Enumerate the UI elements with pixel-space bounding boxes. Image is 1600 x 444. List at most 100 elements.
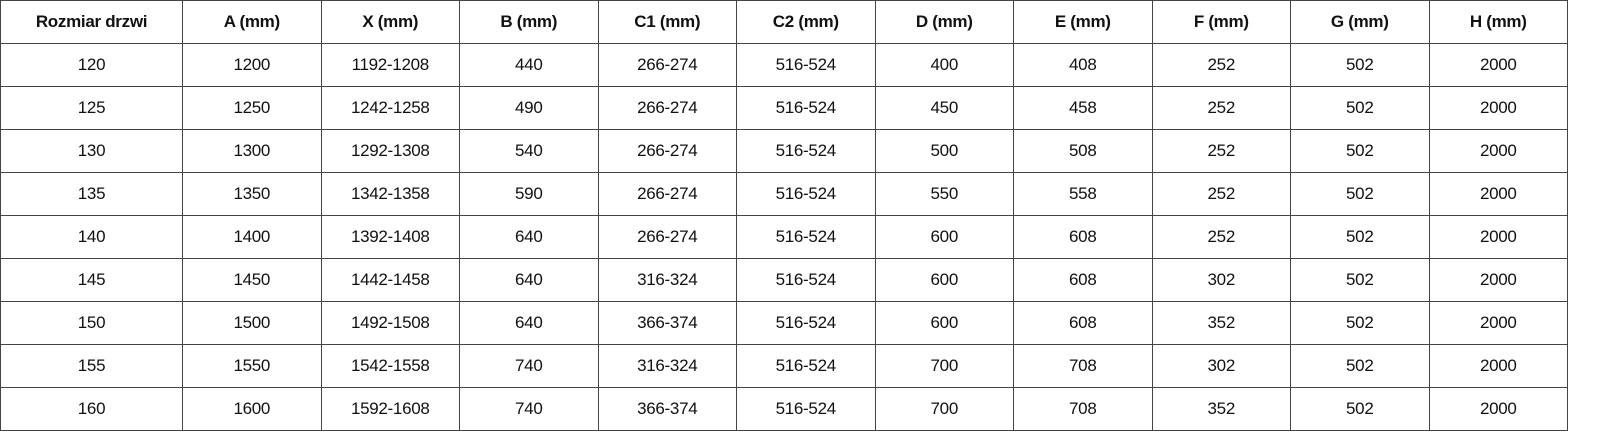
table-cell: 2000 <box>1428 258 1568 302</box>
table-row: 150 1500 1492-1508 640 366-374 516-524 600 608 3… <box>0 301 1568 345</box>
table-body: 120 1200 1192-1208 440 266-274 516-524 400 408 2… <box>0 43 1568 431</box>
table-cell: 1250 <box>182 86 322 130</box>
table-cell: 130 <box>0 129 183 173</box>
table-cell: 266-274 <box>597 86 737 130</box>
table-row: 135 1350 1342-1358 590 266-274 516-524 550 558 2… <box>0 172 1568 216</box>
table-cell: 516-524 <box>736 129 876 173</box>
table-cell: 640 <box>459 301 599 345</box>
table-cell: 590 <box>459 172 599 216</box>
table-cell: 252 <box>1151 172 1291 216</box>
table-cell: 516-524 <box>736 258 876 302</box>
table-cell: 502 <box>1290 86 1430 130</box>
table-cell: 252 <box>1151 43 1291 87</box>
table-row: 160 1600 1592-1608 740 366-374 516-524 700 708 3… <box>0 387 1568 431</box>
header-row: Rozmiar drzwi A (mm) X (mm) B (mm) C1 (mm) C2… <box>0 0 1568 44</box>
table-cell: 516-524 <box>736 86 876 130</box>
table-cell: 1300 <box>182 129 322 173</box>
table-cell: 740 <box>459 344 599 388</box>
table-cell: 252 <box>1151 215 1291 259</box>
table-cell: 516-524 <box>736 172 876 216</box>
table-cell: 2000 <box>1428 43 1568 87</box>
table-cell: 502 <box>1290 215 1430 259</box>
table-cell: 125 <box>0 86 183 130</box>
table-cell: 302 <box>1151 258 1291 302</box>
column-header: D (mm) <box>874 0 1014 44</box>
table-cell: 508 <box>1013 129 1153 173</box>
table-cell: 502 <box>1290 387 1430 431</box>
table-cell: 366-374 <box>597 387 737 431</box>
table-cell: 1342-1358 <box>320 172 460 216</box>
table-cell: 640 <box>459 215 599 259</box>
table-cell: 1350 <box>182 172 322 216</box>
table-cell: 252 <box>1151 129 1291 173</box>
table-cell: 1392-1408 <box>320 215 460 259</box>
table-cell: 1242-1258 <box>320 86 460 130</box>
table-cell: 608 <box>1013 215 1153 259</box>
door-size-table: Rozmiar drzwi A (mm) X (mm) B (mm) C1 (mm) C2… <box>0 0 1568 431</box>
table-cell: 558 <box>1013 172 1153 216</box>
table-cell: 2000 <box>1428 129 1568 173</box>
table-cell: 540 <box>459 129 599 173</box>
column-header: Rozmiar drzwi <box>0 0 183 44</box>
table-cell: 502 <box>1290 301 1430 345</box>
table-cell: 1200 <box>182 43 322 87</box>
table-cell: 700 <box>874 387 1014 431</box>
table-cell: 2000 <box>1428 301 1568 345</box>
table-cell: 600 <box>874 258 1014 302</box>
table-cell: 1600 <box>182 387 322 431</box>
table-cell: 516-524 <box>736 301 876 345</box>
table-cell: 502 <box>1290 172 1430 216</box>
table-cell: 500 <box>874 129 1014 173</box>
table-cell: 400 <box>874 43 1014 87</box>
column-header: G (mm) <box>1290 0 1430 44</box>
table-cell: 608 <box>1013 258 1153 302</box>
table-cell: 440 <box>459 43 599 87</box>
table-cell: 1542-1558 <box>320 344 460 388</box>
table-cell: 302 <box>1151 344 1291 388</box>
table-row: 130 1300 1292-1308 540 266-274 516-524 500 508 2… <box>0 129 1568 173</box>
table-cell: 408 <box>1013 43 1153 87</box>
table-cell: 1192-1208 <box>320 43 460 87</box>
table-cell: 516-524 <box>736 43 876 87</box>
table-cell: 1400 <box>182 215 322 259</box>
table-cell: 252 <box>1151 86 1291 130</box>
column-header: H (mm) <box>1428 0 1568 44</box>
table-cell: 450 <box>874 86 1014 130</box>
table-row: 145 1450 1442-1458 640 316-324 516-524 600 608 3… <box>0 258 1568 302</box>
table-cell: 352 <box>1151 387 1291 431</box>
table-cell: 160 <box>0 387 183 431</box>
table-cell: 1450 <box>182 258 322 302</box>
table-cell: 316-324 <box>597 344 737 388</box>
table-cell: 2000 <box>1428 215 1568 259</box>
column-header: C1 (mm) <box>597 0 737 44</box>
table-cell: 2000 <box>1428 387 1568 431</box>
table-row: 140 1400 1392-1408 640 266-274 516-524 600 608 2… <box>0 215 1568 259</box>
table-cell: 1550 <box>182 344 322 388</box>
column-header: A (mm) <box>182 0 322 44</box>
table-cell: 2000 <box>1428 344 1568 388</box>
table-cell: 2000 <box>1428 86 1568 130</box>
table-cell: 366-374 <box>597 301 737 345</box>
table-cell: 608 <box>1013 301 1153 345</box>
table-cell: 700 <box>874 344 1014 388</box>
table-cell: 1500 <box>182 301 322 345</box>
column-header: X (mm) <box>320 0 460 44</box>
table-cell: 266-274 <box>597 215 737 259</box>
table-cell: 140 <box>0 215 183 259</box>
table-cell: 266-274 <box>597 172 737 216</box>
table-cell: 502 <box>1290 129 1430 173</box>
table-cell: 266-274 <box>597 43 737 87</box>
table-cell: 316-324 <box>597 258 737 302</box>
table-cell: 550 <box>874 172 1014 216</box>
column-header: C2 (mm) <box>736 0 876 44</box>
table-cell: 1492-1508 <box>320 301 460 345</box>
column-header: E (mm) <box>1013 0 1153 44</box>
table-cell: 516-524 <box>736 344 876 388</box>
table-cell: 708 <box>1013 344 1153 388</box>
table-cell: 708 <box>1013 387 1153 431</box>
column-header: B (mm) <box>459 0 599 44</box>
table-cell: 2000 <box>1428 172 1568 216</box>
table-cell: 502 <box>1290 258 1430 302</box>
table-cell: 490 <box>459 86 599 130</box>
table-cell: 502 <box>1290 344 1430 388</box>
